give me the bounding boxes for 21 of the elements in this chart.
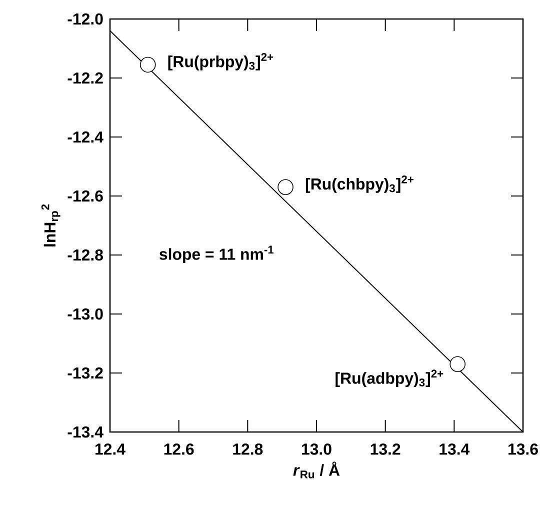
- y-tick-label: -13.2: [68, 367, 103, 379]
- annotation: [Ru(prbpy)$_{3}$]$^{2+}$: [168, 53, 274, 70]
- x-tick-label: 13.4: [440, 444, 470, 455]
- y-tick-label: -12.4: [68, 131, 104, 143]
- y-tick-label: -12.6: [68, 190, 103, 202]
- x-tick-label: 12.6: [164, 444, 194, 455]
- y-tick-label: -13.4: [68, 426, 104, 438]
- x-tick-label: 13.0: [302, 444, 332, 455]
- x-tick-label: 12.8: [233, 444, 263, 455]
- x-tick-label: 13.6: [508, 444, 538, 455]
- annotation: [Ru(chbpy)$_{3}$]$^{2+}$: [306, 175, 414, 193]
- annotation: slope = 11 nm$^{-1}$: [160, 246, 274, 264]
- y-tick-label: -13.0: [68, 308, 103, 320]
- x-axis-title: r$_{Ru}$ / Å: [293, 462, 340, 478]
- y-tick-label: -12.0: [68, 13, 103, 25]
- y-tick-label: -12.2: [68, 72, 103, 84]
- x-tick-label: 13.2: [370, 444, 400, 455]
- y-axis-title: lnH$_{rp}$2: [41, 204, 60, 246]
- x-tick-label: 12.4: [95, 444, 126, 455]
- y-tick-label: -12.8: [68, 249, 103, 261]
- annotation: [Ru(adbpy)$_{3}$]$^{2+}$: [336, 370, 444, 388]
